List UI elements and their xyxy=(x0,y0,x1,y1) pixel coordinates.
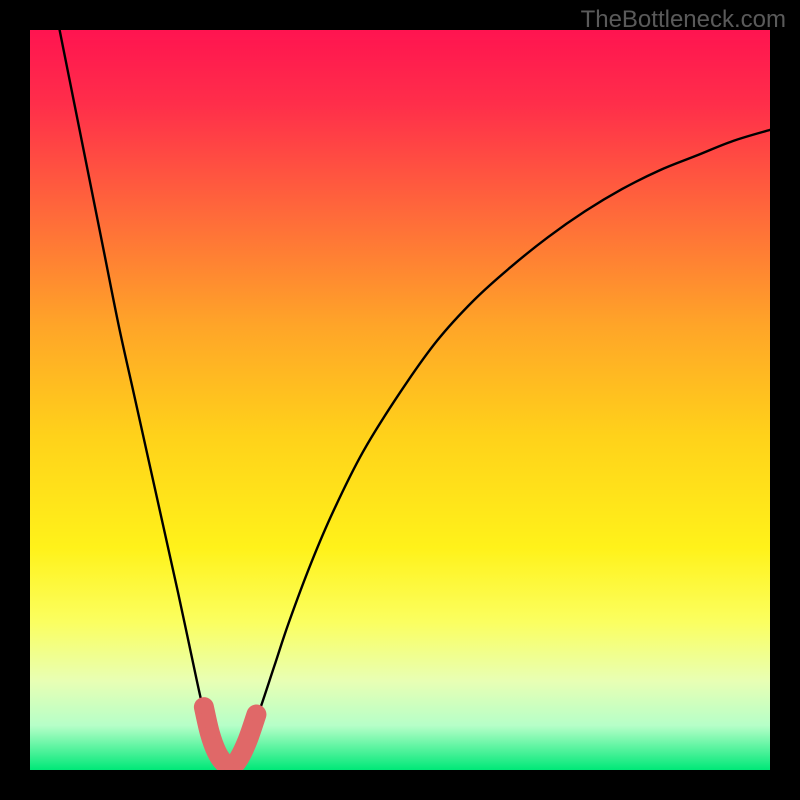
plot-area xyxy=(30,30,770,770)
watermark-text: TheBottleneck.com xyxy=(581,6,786,34)
gradient-background xyxy=(30,30,770,770)
marker-point xyxy=(232,752,246,766)
marker-point xyxy=(197,700,211,714)
chart-frame: TheBottleneck.com xyxy=(0,0,800,800)
marker-point xyxy=(241,733,255,747)
bottleneck-chart xyxy=(30,30,770,770)
marker-point xyxy=(203,726,217,740)
marker-point xyxy=(249,708,263,722)
